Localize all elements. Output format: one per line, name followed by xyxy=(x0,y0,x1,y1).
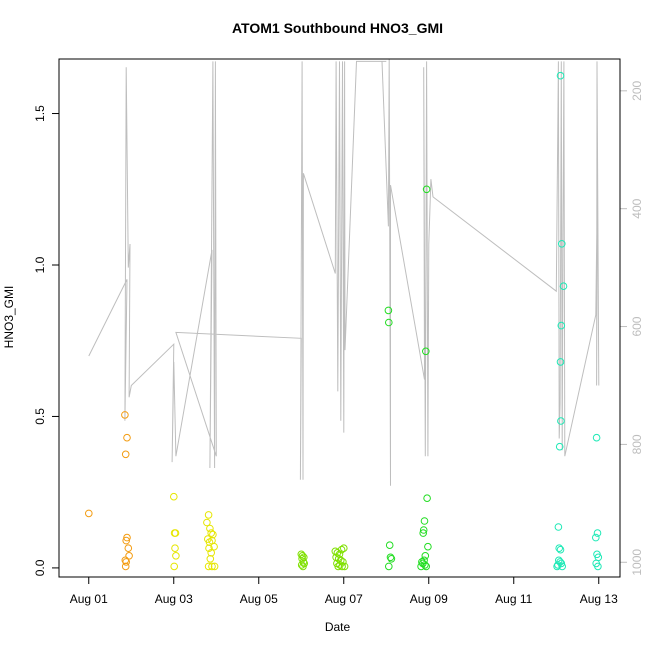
data-point xyxy=(121,450,130,459)
data-point xyxy=(209,530,217,539)
data-point xyxy=(299,562,307,571)
right-y-tick-label: 600 xyxy=(630,316,644,336)
data-point xyxy=(85,509,93,518)
data-point xyxy=(594,562,602,571)
data-point xyxy=(385,541,394,550)
data-point xyxy=(420,517,429,525)
data-point xyxy=(421,561,429,569)
data-point xyxy=(556,358,565,366)
data-point xyxy=(384,306,393,315)
data-point xyxy=(593,529,602,537)
pressure-trace-line xyxy=(88,59,600,486)
data-point xyxy=(123,433,131,442)
plot-frame xyxy=(58,58,621,578)
data-point xyxy=(553,562,561,571)
data-point xyxy=(208,562,216,571)
data-point xyxy=(122,558,130,566)
data-point xyxy=(337,545,346,554)
data-point xyxy=(122,536,130,545)
data-point xyxy=(559,282,568,291)
data-point xyxy=(386,553,395,562)
x-tick-label: Aug 13 xyxy=(580,592,618,606)
data-point xyxy=(336,561,344,569)
data-point xyxy=(385,562,393,571)
data-point xyxy=(204,562,213,571)
data-point xyxy=(171,544,179,553)
data-point xyxy=(387,555,396,563)
x-tick-label: Aug 03 xyxy=(155,592,193,606)
data-point xyxy=(172,552,180,560)
data-point xyxy=(334,562,343,571)
x-tick-label: Aug 05 xyxy=(240,592,278,606)
data-point xyxy=(210,542,218,551)
data-point xyxy=(121,562,130,571)
y-tick-label: 1.0 xyxy=(33,256,47,273)
data-point xyxy=(203,518,211,527)
x-tick-label: Aug 11 xyxy=(495,592,532,606)
data-point xyxy=(123,533,131,542)
scatter-points-layer xyxy=(85,71,603,571)
data-point xyxy=(556,545,565,554)
x-tick-label: Aug 09 xyxy=(410,592,448,606)
data-point xyxy=(422,562,431,571)
data-point xyxy=(556,71,565,80)
y-tick-label: 1.5 xyxy=(33,105,47,122)
y-axis-label: HNO3_GMI xyxy=(2,286,16,349)
data-point xyxy=(417,562,425,571)
x-axis-label: Date xyxy=(325,620,351,634)
data-point xyxy=(557,417,565,425)
data-point xyxy=(385,318,393,327)
data-point xyxy=(206,524,214,533)
data-point xyxy=(205,544,213,553)
data-point xyxy=(170,562,178,571)
data-point xyxy=(124,544,133,553)
pressure-trace-layer xyxy=(88,59,600,486)
data-point xyxy=(592,433,601,442)
axes-layer: Aug 01 Aug 03 Aug 05 Aug 07 Aug 09 Aug 11 Aug … xyxy=(33,80,644,606)
data-point xyxy=(558,240,566,248)
data-point xyxy=(206,555,215,563)
data-point xyxy=(171,529,180,537)
data-point xyxy=(558,562,567,571)
data-point xyxy=(557,321,566,330)
data-point xyxy=(207,549,215,557)
right-y-tick-label: 800 xyxy=(630,434,644,454)
x-tick-label: Aug 01 xyxy=(70,592,108,606)
data-point xyxy=(424,542,432,551)
right-y-tick-label: 200 xyxy=(630,80,644,100)
data-point xyxy=(423,494,431,503)
data-point xyxy=(419,529,428,537)
data-point xyxy=(419,526,428,534)
data-point xyxy=(207,529,215,537)
data-point xyxy=(338,562,346,571)
data-point xyxy=(297,561,306,569)
data-point xyxy=(121,411,129,419)
right-y-tick-label: 1000 xyxy=(630,549,644,576)
data-point xyxy=(554,523,563,531)
data-point xyxy=(555,442,564,451)
y-tick-label: 0.0 xyxy=(33,559,47,576)
data-point xyxy=(422,347,430,356)
data-point xyxy=(592,533,600,542)
chart-title: ATOM1 Southbound HNO3_GMI xyxy=(232,20,443,36)
data-point xyxy=(125,552,133,560)
data-point xyxy=(422,185,431,194)
data-point xyxy=(421,552,430,560)
data-point xyxy=(170,492,178,501)
y-tick-label: 0.5 xyxy=(33,408,47,425)
data-point xyxy=(555,544,564,553)
data-point xyxy=(204,511,213,519)
data-point xyxy=(210,562,219,571)
right-y-tick-label: 400 xyxy=(630,198,644,218)
x-tick-label: Aug 07 xyxy=(325,592,363,606)
data-point xyxy=(554,561,562,569)
data-point xyxy=(340,544,348,553)
